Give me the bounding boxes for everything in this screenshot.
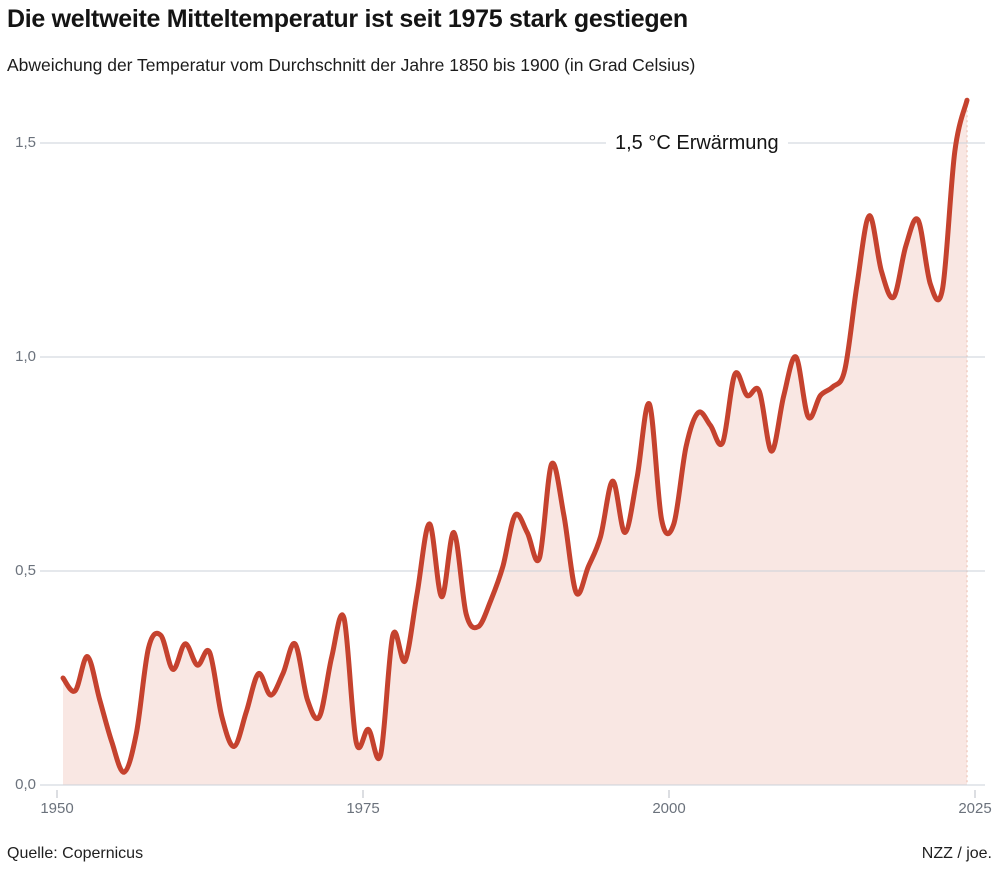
warming-threshold-annotation: 1,5 °C Erwärmung [606, 130, 788, 156]
source-label: Quelle: Copernicus [7, 845, 144, 862]
page-subtitle: Abweichung der Temperatur vom Durchschni… [7, 55, 696, 75]
x-axis-tick-label-1950: 1950 [40, 800, 74, 817]
credit-label: NZZ / joe. [921, 845, 992, 862]
page-title: Die weltweite Mitteltemperatur ist seit … [7, 5, 688, 33]
chart-footer: Quelle: Copernicus NZZ / joe. [7, 845, 992, 863]
y-axis-tick-label-0,5: 0,5 [15, 562, 36, 579]
x-axis-tick-label-2025: 2025 [958, 800, 992, 817]
y-axis-tick-label-0,0: 0,0 [15, 776, 36, 793]
temperature-line [60, 97, 970, 775]
x-axis-tick-label-2000: 2000 [652, 800, 686, 817]
y-axis-tick-label-1,0: 1,0 [15, 348, 36, 365]
x-axis-tick-label-1975: 1975 [346, 800, 380, 817]
y-axis-tick-label-1,5: 1,5 [15, 134, 36, 151]
temperature-area-fill [63, 100, 967, 785]
